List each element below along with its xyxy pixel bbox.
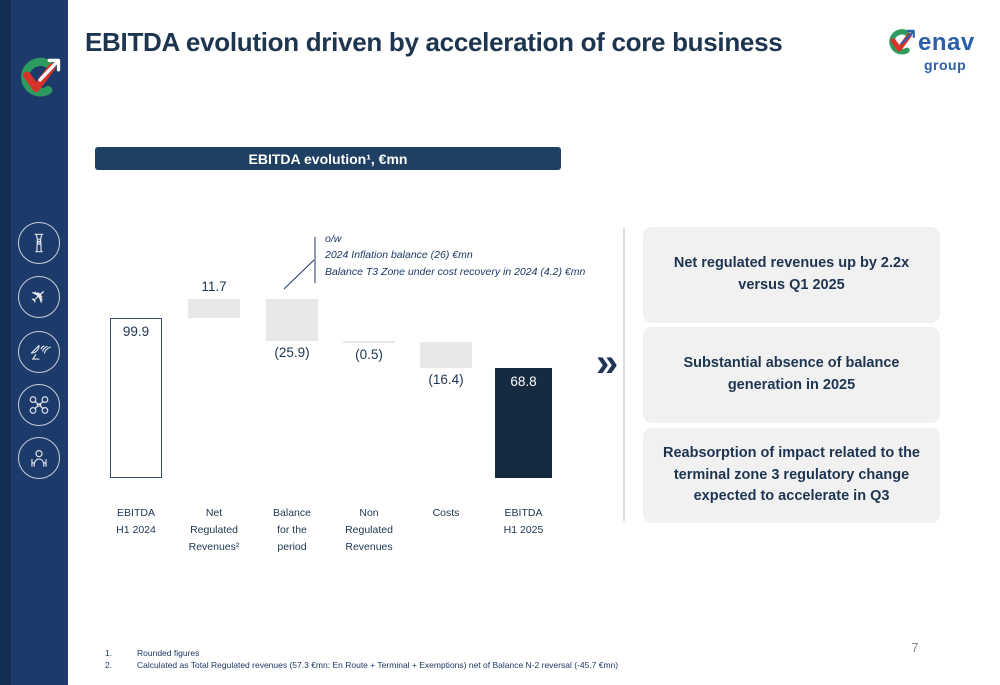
chart-title-banner: EBITDA evolution¹, €mn — [95, 147, 561, 170]
enav-logo-mark — [889, 29, 915, 55]
annotation-line-1: o/w — [325, 233, 342, 245]
annotation-line-3: Balance T3 Zone under cost recovery in 2… — [325, 265, 586, 278]
bar-value-label: 99.9 — [122, 324, 150, 339]
waterfall-bar — [188, 299, 240, 318]
brand-name-text: enav — [918, 29, 975, 56]
waterfall-bar — [343, 340, 395, 343]
bar-value-label: (25.9) — [274, 344, 310, 360]
satellite-icon — [18, 331, 60, 373]
footnote-1-number: 1. — [105, 648, 113, 658]
waterfall-bar — [495, 367, 552, 478]
slide-edge-strip — [0, 0, 11, 685]
bar-category-label: EBITDA H1 2024 — [116, 507, 156, 536]
page-title: EBITDA evolution driven by acceleration … — [85, 27, 783, 57]
bar-category-label: Non Regulated Revenues — [345, 507, 393, 553]
waterfall-bar — [266, 299, 318, 341]
control-tower-icon — [18, 222, 60, 264]
footnote-2-number: 2. — [105, 660, 113, 670]
bar-category-label: EBITDA H1 2025 — [503, 507, 544, 536]
bar-category-label: Balance for the period — [273, 507, 311, 553]
annotation-pointer-lines — [283, 237, 316, 290]
footnote-2: 2. Calculated as Total Regulated revenue… — [105, 660, 618, 670]
waterfall-bar — [420, 341, 472, 368]
footnote-1: 1. Rounded figures — [105, 648, 199, 658]
vertical-divider — [623, 228, 625, 521]
callout-balance-generation: Substantial absence of balance generatio… — [643, 327, 940, 423]
bar-value-label: 11.7 — [201, 279, 227, 295]
bar-category-label: Costs — [432, 507, 460, 519]
footnote-2-text: Calculated as Total Regulated revenues (… — [137, 660, 619, 670]
footnote-1-text: Rounded figures — [137, 648, 200, 658]
brand-subtext: group — [924, 57, 967, 73]
double-chevron-icon: » — [596, 341, 619, 385]
page-number: 7 — [911, 640, 919, 655]
airplane-icon: ✈ — [18, 276, 60, 318]
enav-group-logo: enav group — [884, 27, 984, 73]
annotation-line-2: 2024 Inflation balance (26) €mn — [325, 249, 473, 262]
callout-terminal-zone-3: Reabsorption of impact related to the te… — [643, 428, 940, 523]
drone-icon — [18, 384, 60, 426]
waterfall-bar — [110, 318, 162, 478]
chart-annotation: o/w 2024 Inflation balance (26) €mn Bala… — [325, 231, 585, 280]
callout-net-regulated-revenues: Net regulated revenues up by 2.2x versus… — [643, 227, 940, 323]
operator-icon — [18, 437, 60, 479]
bar-value-label: 68.8 — [510, 373, 537, 389]
bar-value-label: (16.4) — [428, 371, 464, 387]
enav-logo-mark-sidebar — [21, 57, 61, 97]
bar-category-label: Net Regulated Revenues² — [188, 507, 240, 553]
bar-value-label: (0.5) — [355, 346, 383, 362]
sidebar: ✈ — [11, 0, 68, 685]
